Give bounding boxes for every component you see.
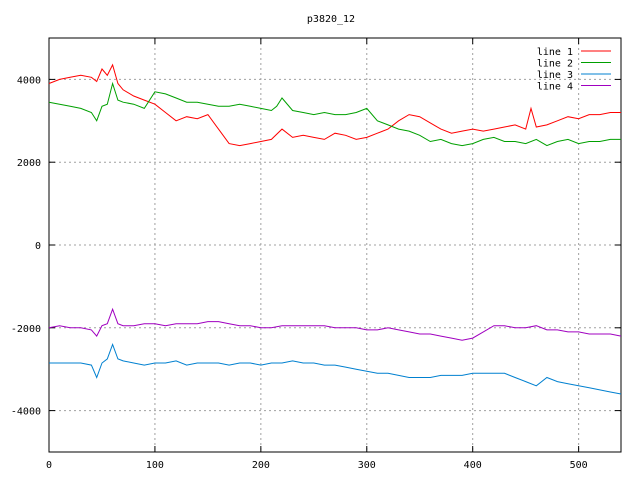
axes: 0 100 200 300 400 500 -4000 -2000 0 2000 4000 <box>11 37 622 471</box>
series-lines <box>48 63 622 395</box>
legend-label-4: line 4 <box>537 82 573 93</box>
y-tick-label: -4000 <box>11 407 41 418</box>
legend-label-1: line 1 <box>537 47 573 58</box>
y-tick-label: -2000 <box>11 324 41 335</box>
series-line-3 <box>49 342 622 395</box>
x-tick-label: 400 <box>464 460 482 471</box>
x-tick-label: 500 <box>570 460 588 471</box>
legend-label-2: line 2 <box>537 59 573 70</box>
series-line-2 <box>48 81 621 147</box>
chart-title: p3820_12 <box>307 14 355 25</box>
series-line-4 <box>48 307 622 341</box>
x-tick-label: 100 <box>146 460 164 471</box>
x-tick-label: 300 <box>358 460 376 471</box>
legend-label-3: line 3 <box>537 70 573 81</box>
y-tick-label: 2000 <box>17 158 41 169</box>
y-tick-label: 0 <box>35 241 41 252</box>
y-tick-label: 4000 <box>17 75 41 86</box>
grid <box>49 38 621 452</box>
series-line-1 <box>48 63 621 147</box>
x-tick-label: 200 <box>252 460 270 471</box>
x-tick-label: 0 <box>46 460 52 471</box>
